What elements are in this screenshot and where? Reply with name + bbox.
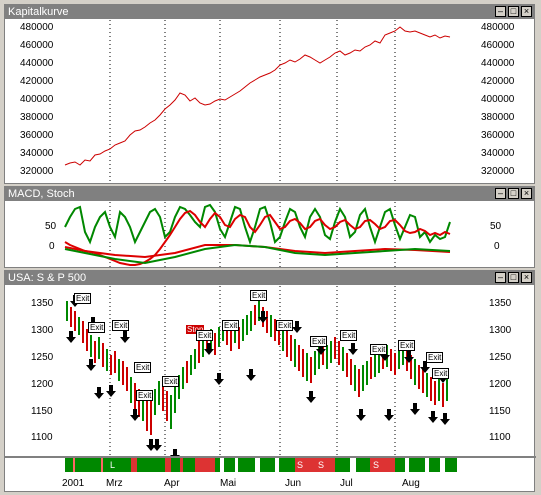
close-button[interactable]: × [521,188,532,199]
exit-label: Exit [340,330,358,341]
equity-tick-left: 460000 [20,40,54,51]
month-label: Mrz [106,478,123,489]
price-tick-left: 1350 [31,298,54,309]
close-button[interactable]: × [521,6,532,17]
macd-tick-left: 0 [49,241,55,252]
macd-pane-titlebar: MACD, Stoch – □ × [5,187,534,201]
price-tick-right: 1250 [489,352,512,363]
price-tick-left: 1250 [31,352,54,363]
price-tick-left: 1200 [31,379,54,390]
equity-tick-right: 420000 [481,76,515,87]
exit-label: Exit [250,290,268,301]
price-tick-right: 1150 [489,406,511,417]
macd-pane-title: MACD, Stoch [8,188,75,200]
minimize-button[interactable]: – [495,188,506,199]
macd-tick-right: 50 [490,221,502,232]
price-pane-titlebar: USA: S & P 500 – □ × [5,271,534,285]
minimize-button[interactable]: – [495,6,506,17]
equity-tick-left: 360000 [20,130,54,141]
month-label: Mai [220,478,237,489]
macd-pane: MACD, Stoch – □ × 50 0 50 0 [4,186,535,268]
equity-tick-right: 400000 [481,94,515,105]
equity-pane: Kapitalkurve – □ × 480000 460000 440000 … [4,4,535,184]
price-tick-right: 1200 [489,379,512,390]
minimize-button[interactable]: – [495,272,506,283]
equity-tick-left: 340000 [20,148,54,159]
exit-label: Exit [432,368,450,379]
price-pane: USA: S & P 500 – □ × [4,270,536,492]
price-tick-right: 1350 [489,298,512,309]
maximize-button[interactable]: □ [508,272,519,283]
exit-label: Exit [426,352,444,363]
price-tick-right: 1100 [489,432,511,443]
price-pane-title: USA: S & P 500 [8,272,87,284]
exit-label: Exit [136,390,154,401]
maximize-button[interactable]: □ [508,188,519,199]
strip-label-short: S [373,460,380,470]
equity-tick-left: 480000 [20,22,54,33]
exit-label: Exit [398,340,416,351]
macd-chart [64,202,451,268]
exit-label: Exit [162,376,180,387]
macd-tick-right: 0 [494,241,500,252]
exit-label: Exit [196,330,214,341]
macd-tick-left: 50 [45,221,57,232]
price-tick-right: 1300 [489,325,512,336]
price-tick-left: 1100 [31,432,53,443]
equity-tick-right: 480000 [481,22,515,33]
equity-tick-right: 360000 [481,130,515,141]
buy-arrow-icons [66,331,450,461]
month-label: Apr [164,478,180,489]
equity-pane-titlebar: Kapitalkurve – □ × [5,5,534,19]
exit-label: Exit [88,322,106,333]
equity-tick-right: 440000 [481,58,515,69]
exit-label: Exit [112,320,130,331]
maximize-button[interactable]: □ [508,6,519,17]
equity-tick-right: 380000 [481,112,515,123]
equity-tick-left: 440000 [20,58,54,69]
month-label: Jul [340,478,353,489]
strip-label-long: L [110,460,116,470]
exit-label: Exit [310,336,328,347]
price-tick-left: 1300 [31,325,54,336]
strip-label-short: S [318,460,325,470]
exit-label: Exit [276,320,294,331]
equity-tick-left: 400000 [20,94,54,105]
equity-chart [64,20,451,184]
month-label: 2001 [62,478,85,489]
exit-label: Exit [222,320,240,331]
signal-strip [65,458,457,472]
equity-tick-left: 380000 [20,112,54,123]
equity-tick-right: 340000 [481,148,515,159]
equity-tick-right: 460000 [481,40,515,51]
month-label: Aug [402,478,420,489]
exit-label: Exit [134,362,152,373]
month-label: Jun [285,478,302,489]
stop-label: Stop [186,325,205,334]
close-button[interactable]: × [521,272,532,283]
equity-tick-left: 320000 [20,166,54,177]
exit-label: Exit [370,344,388,355]
equity-tick-right: 320000 [481,166,515,177]
strip-label-short: S [297,460,304,470]
price-tick-left: 1150 [31,406,53,417]
equity-pane-title: Kapitalkurve [8,6,69,18]
price-chart [5,286,536,472]
exit-label: Exit [74,293,92,304]
equity-tick-left: 420000 [20,76,54,87]
